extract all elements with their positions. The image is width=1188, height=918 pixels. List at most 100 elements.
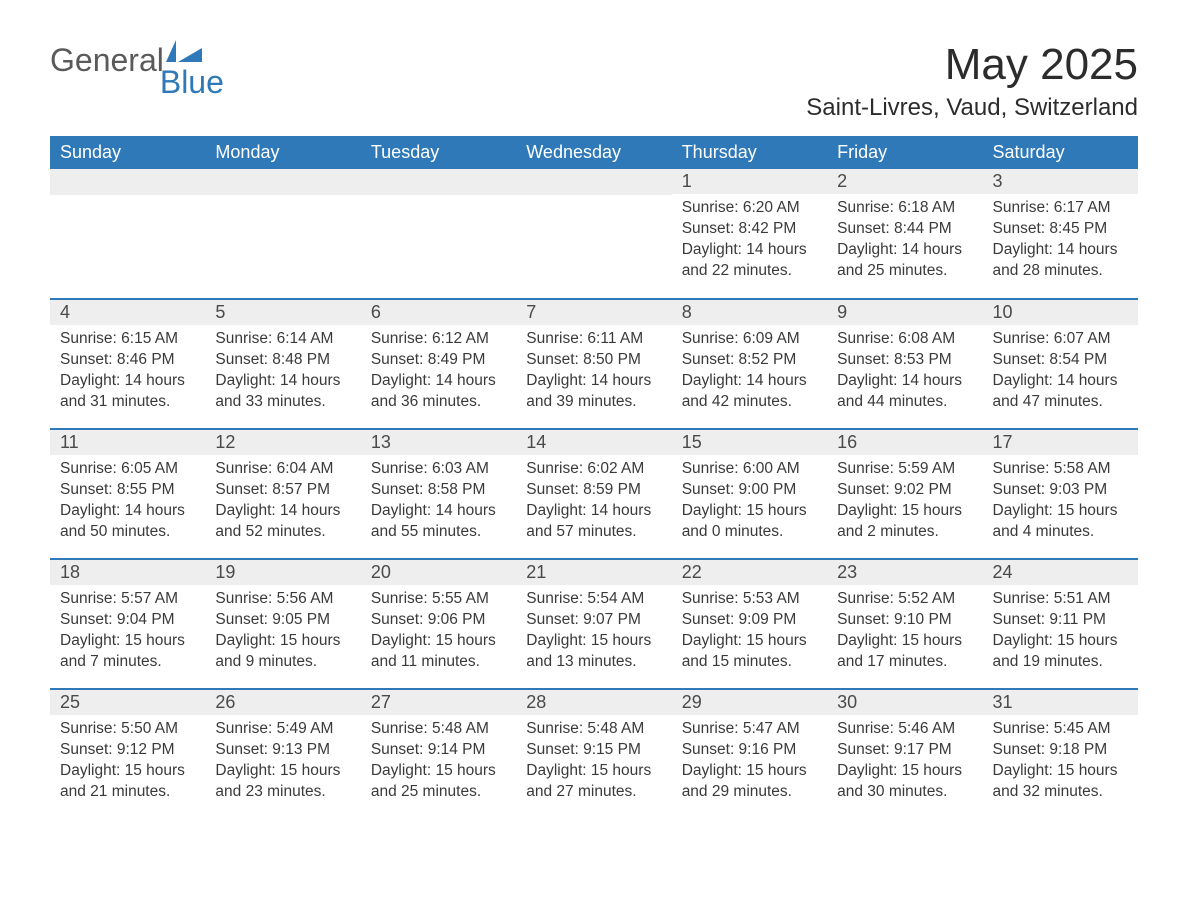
day-number: 9	[827, 300, 982, 325]
day-number: 23	[827, 560, 982, 585]
day-number: 25	[50, 690, 205, 715]
title-block: May 2025 Saint-Livres, Vaud, Switzerland	[806, 40, 1138, 122]
day-data: Sunrise: 6:02 AMSunset: 8:59 PMDaylight:…	[516, 455, 671, 543]
header: General Blue May 2025 Saint-Livres, Vaud…	[50, 40, 1138, 122]
calendar-row: 25Sunrise: 5:50 AMSunset: 9:12 PMDayligh…	[50, 689, 1138, 819]
calendar-day-cell: 19Sunrise: 5:56 AMSunset: 9:05 PMDayligh…	[205, 559, 360, 689]
calendar-empty-cell	[361, 169, 516, 299]
calendar-day-cell: 13Sunrise: 6:03 AMSunset: 8:58 PMDayligh…	[361, 429, 516, 559]
day-number: 21	[516, 560, 671, 585]
day-number: 13	[361, 430, 516, 455]
calendar-day-cell: 7Sunrise: 6:11 AMSunset: 8:50 PMDaylight…	[516, 299, 671, 429]
day-number: 22	[672, 560, 827, 585]
day-number: 15	[672, 430, 827, 455]
calendar-day-cell: 6Sunrise: 6:12 AMSunset: 8:49 PMDaylight…	[361, 299, 516, 429]
day-number: 20	[361, 560, 516, 585]
day-data: Sunrise: 6:09 AMSunset: 8:52 PMDaylight:…	[672, 325, 827, 413]
day-number: 28	[516, 690, 671, 715]
day-number: 6	[361, 300, 516, 325]
calendar-day-cell: 11Sunrise: 6:05 AMSunset: 8:55 PMDayligh…	[50, 429, 205, 559]
day-number: 12	[205, 430, 360, 455]
day-number: 30	[827, 690, 982, 715]
day-number: 2	[827, 169, 982, 194]
day-data: Sunrise: 5:58 AMSunset: 9:03 PMDaylight:…	[983, 455, 1138, 543]
month-title: May 2025	[806, 40, 1138, 90]
day-data: Sunrise: 5:47 AMSunset: 9:16 PMDaylight:…	[672, 715, 827, 803]
calendar-day-cell: 26Sunrise: 5:49 AMSunset: 9:13 PMDayligh…	[205, 689, 360, 819]
calendar-day-cell: 17Sunrise: 5:58 AMSunset: 9:03 PMDayligh…	[983, 429, 1138, 559]
calendar-empty-cell	[50, 169, 205, 299]
day-data: Sunrise: 5:56 AMSunset: 9:05 PMDaylight:…	[205, 585, 360, 673]
calendar-day-cell: 8Sunrise: 6:09 AMSunset: 8:52 PMDaylight…	[672, 299, 827, 429]
day-data: Sunrise: 6:08 AMSunset: 8:53 PMDaylight:…	[827, 325, 982, 413]
weekday-header: Friday	[827, 136, 982, 169]
day-data: Sunrise: 6:03 AMSunset: 8:58 PMDaylight:…	[361, 455, 516, 543]
day-number	[205, 169, 360, 195]
calendar-day-cell: 24Sunrise: 5:51 AMSunset: 9:11 PMDayligh…	[983, 559, 1138, 689]
day-data: Sunrise: 6:20 AMSunset: 8:42 PMDaylight:…	[672, 194, 827, 282]
day-data: Sunrise: 6:04 AMSunset: 8:57 PMDaylight:…	[205, 455, 360, 543]
calendar-day-cell: 5Sunrise: 6:14 AMSunset: 8:48 PMDaylight…	[205, 299, 360, 429]
calendar-day-cell: 21Sunrise: 5:54 AMSunset: 9:07 PMDayligh…	[516, 559, 671, 689]
calendar-day-cell: 4Sunrise: 6:15 AMSunset: 8:46 PMDaylight…	[50, 299, 205, 429]
calendar-day-cell: 20Sunrise: 5:55 AMSunset: 9:06 PMDayligh…	[361, 559, 516, 689]
day-data: Sunrise: 6:18 AMSunset: 8:44 PMDaylight:…	[827, 194, 982, 282]
day-data: Sunrise: 5:57 AMSunset: 9:04 PMDaylight:…	[50, 585, 205, 673]
day-number: 7	[516, 300, 671, 325]
brand-logo: General Blue	[50, 40, 268, 80]
day-number: 3	[983, 169, 1138, 194]
day-number: 19	[205, 560, 360, 585]
day-number: 4	[50, 300, 205, 325]
calendar-day-cell: 18Sunrise: 5:57 AMSunset: 9:04 PMDayligh…	[50, 559, 205, 689]
calendar-day-cell: 1Sunrise: 6:20 AMSunset: 8:42 PMDaylight…	[672, 169, 827, 299]
calendar-body: 1Sunrise: 6:20 AMSunset: 8:42 PMDaylight…	[50, 169, 1138, 819]
day-data: Sunrise: 5:48 AMSunset: 9:14 PMDaylight:…	[361, 715, 516, 803]
brand-flag-icon	[166, 40, 202, 62]
weekday-header: Saturday	[983, 136, 1138, 169]
calendar-row: 11Sunrise: 6:05 AMSunset: 8:55 PMDayligh…	[50, 429, 1138, 559]
day-data: Sunrise: 5:53 AMSunset: 9:09 PMDaylight:…	[672, 585, 827, 673]
calendar-day-cell: 28Sunrise: 5:48 AMSunset: 9:15 PMDayligh…	[516, 689, 671, 819]
day-number: 29	[672, 690, 827, 715]
day-data: Sunrise: 5:46 AMSunset: 9:17 PMDaylight:…	[827, 715, 982, 803]
day-data: Sunrise: 5:52 AMSunset: 9:10 PMDaylight:…	[827, 585, 982, 673]
calendar-empty-cell	[516, 169, 671, 299]
day-data: Sunrise: 6:11 AMSunset: 8:50 PMDaylight:…	[516, 325, 671, 413]
day-number: 10	[983, 300, 1138, 325]
day-data: Sunrise: 5:54 AMSunset: 9:07 PMDaylight:…	[516, 585, 671, 673]
calendar-table: SundayMondayTuesdayWednesdayThursdayFrid…	[50, 136, 1138, 819]
day-number: 26	[205, 690, 360, 715]
calendar-day-cell: 16Sunrise: 5:59 AMSunset: 9:02 PMDayligh…	[827, 429, 982, 559]
calendar-day-cell: 2Sunrise: 6:18 AMSunset: 8:44 PMDaylight…	[827, 169, 982, 299]
calendar-row: 4Sunrise: 6:15 AMSunset: 8:46 PMDaylight…	[50, 299, 1138, 429]
calendar-day-cell: 14Sunrise: 6:02 AMSunset: 8:59 PMDayligh…	[516, 429, 671, 559]
day-data: Sunrise: 6:15 AMSunset: 8:46 PMDaylight:…	[50, 325, 205, 413]
calendar-day-cell: 25Sunrise: 5:50 AMSunset: 9:12 PMDayligh…	[50, 689, 205, 819]
calendar-day-cell: 27Sunrise: 5:48 AMSunset: 9:14 PMDayligh…	[361, 689, 516, 819]
day-data: Sunrise: 6:14 AMSunset: 8:48 PMDaylight:…	[205, 325, 360, 413]
day-number	[516, 169, 671, 195]
day-number: 18	[50, 560, 205, 585]
day-number	[361, 169, 516, 195]
calendar-row: 18Sunrise: 5:57 AMSunset: 9:04 PMDayligh…	[50, 559, 1138, 689]
weekday-header-row: SundayMondayTuesdayWednesdayThursdayFrid…	[50, 136, 1138, 169]
calendar-day-cell: 3Sunrise: 6:17 AMSunset: 8:45 PMDaylight…	[983, 169, 1138, 299]
calendar-day-cell: 10Sunrise: 6:07 AMSunset: 8:54 PMDayligh…	[983, 299, 1138, 429]
day-data: Sunrise: 5:55 AMSunset: 9:06 PMDaylight:…	[361, 585, 516, 673]
day-number: 24	[983, 560, 1138, 585]
day-data: Sunrise: 6:07 AMSunset: 8:54 PMDaylight:…	[983, 325, 1138, 413]
brand-text-general: General	[50, 42, 164, 79]
calendar-day-cell: 15Sunrise: 6:00 AMSunset: 9:00 PMDayligh…	[672, 429, 827, 559]
day-number: 5	[205, 300, 360, 325]
day-data: Sunrise: 6:12 AMSunset: 8:49 PMDaylight:…	[361, 325, 516, 413]
calendar-day-cell: 22Sunrise: 5:53 AMSunset: 9:09 PMDayligh…	[672, 559, 827, 689]
calendar-day-cell: 12Sunrise: 6:04 AMSunset: 8:57 PMDayligh…	[205, 429, 360, 559]
day-number: 11	[50, 430, 205, 455]
weekday-header: Tuesday	[361, 136, 516, 169]
day-data: Sunrise: 6:17 AMSunset: 8:45 PMDaylight:…	[983, 194, 1138, 282]
day-number: 14	[516, 430, 671, 455]
calendar-day-cell: 23Sunrise: 5:52 AMSunset: 9:10 PMDayligh…	[827, 559, 982, 689]
day-number: 16	[827, 430, 982, 455]
weekday-header: Thursday	[672, 136, 827, 169]
day-number: 27	[361, 690, 516, 715]
